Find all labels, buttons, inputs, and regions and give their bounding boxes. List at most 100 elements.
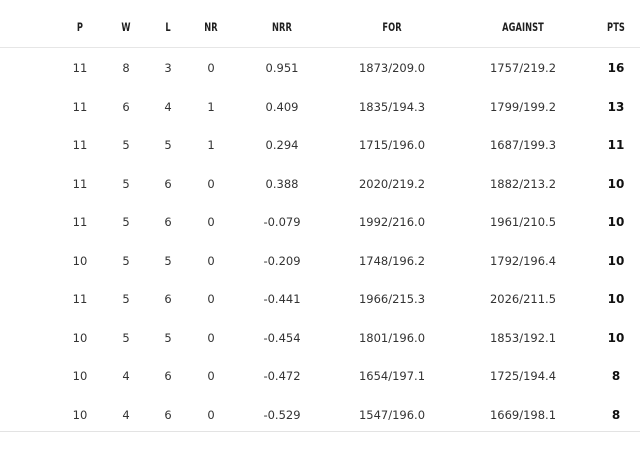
- cell-for: 1715/196.0: [358, 138, 426, 152]
- cell-points: 10: [607, 253, 625, 268]
- cell-no-result: 0: [207, 253, 215, 268]
- table-bottom-divider: [0, 431, 640, 432]
- cell-for: 1873/209.0: [358, 61, 426, 75]
- cell-played: 10: [72, 330, 88, 345]
- cell-played: 10: [72, 407, 88, 422]
- cell-for: 1801/196.0: [358, 330, 426, 345]
- table-row[interactable]: 11 6 4 1 0.409 1835/194.3 1799/199.2 13: [0, 87, 640, 126]
- cell-played: 11: [72, 61, 88, 75]
- cell-for: 2020/219.2: [358, 176, 426, 191]
- cell-against: 1882/213.2: [489, 176, 557, 191]
- cell-net-run-rate: -0.472: [263, 369, 301, 383]
- cell-won: 8: [122, 61, 130, 75]
- header-against[interactable]: AGAINST: [502, 20, 544, 34]
- cell-against: 1757/219.2: [489, 61, 557, 75]
- cell-won: 5: [122, 176, 130, 191]
- cell-won: 5: [122, 138, 130, 152]
- cell-lost: 3: [164, 61, 172, 75]
- table-row[interactable]: 11 5 6 0 -0.079 1992/216.0 1961/210.5 10: [0, 202, 640, 241]
- cell-against: 2026/211.5: [489, 292, 557, 306]
- table-row[interactable]: 10 4 6 0 -0.529 1547/196.0 1669/198.1 8: [0, 395, 640, 434]
- cell-no-result: 0: [207, 61, 215, 75]
- cell-for: 1547/196.0: [358, 407, 426, 422]
- cell-points: 10: [607, 330, 625, 345]
- cell-net-run-rate: -0.079: [263, 215, 301, 229]
- cell-played: 11: [72, 215, 88, 229]
- cell-lost: 6: [164, 176, 172, 191]
- cell-against: 1669/198.1: [489, 407, 557, 422]
- cell-lost: 6: [164, 407, 172, 422]
- cell-points: 13: [607, 99, 625, 114]
- table-row[interactable]: 10 4 6 0 -0.472 1654/197.1 1725/194.4 8: [0, 356, 640, 395]
- cell-won: 5: [122, 253, 130, 268]
- cell-points: 11: [607, 138, 625, 152]
- cell-won: 4: [122, 407, 130, 422]
- cell-played: 11: [72, 138, 88, 152]
- table-row[interactable]: 10 5 5 0 -0.209 1748/196.2 1792/196.4 10: [0, 241, 640, 280]
- cell-lost: 4: [164, 99, 172, 114]
- header-points[interactable]: PTS: [607, 20, 625, 34]
- points-table: P W L NR NRR FOR AGAINST PTS 11 8 3 0 0.…: [0, 0, 640, 434]
- cell-played: 10: [72, 369, 88, 383]
- table-row[interactable]: 11 5 6 0 -0.441 1966/215.3 2026/211.5 10: [0, 279, 640, 318]
- cell-points: 16: [607, 61, 625, 75]
- cell-points: 8: [611, 369, 621, 383]
- cell-points: 10: [607, 176, 625, 191]
- cell-against: 1725/194.4: [489, 369, 557, 383]
- table-row[interactable]: 11 5 6 0 0.388 2020/219.2 1882/213.2 10: [0, 164, 640, 203]
- cell-net-run-rate: -0.454: [263, 330, 301, 345]
- cell-no-result: 1: [207, 138, 215, 152]
- header-net-run-rate[interactable]: NRR: [272, 20, 292, 34]
- cell-played: 11: [72, 176, 88, 191]
- cell-won: 5: [122, 215, 130, 229]
- cell-no-result: 0: [207, 407, 215, 422]
- cell-net-run-rate: 0.409: [265, 99, 299, 114]
- cell-no-result: 0: [207, 215, 215, 229]
- cell-against: 1961/210.5: [489, 215, 557, 229]
- cell-net-run-rate: -0.209: [263, 253, 301, 268]
- cell-for: 1992/216.0: [358, 215, 426, 229]
- cell-played: 10: [72, 253, 88, 268]
- cell-for: 1748/196.2: [358, 253, 426, 268]
- cell-no-result: 0: [207, 330, 215, 345]
- table-row[interactable]: 10 5 5 0 -0.454 1801/196.0 1853/192.1 10: [0, 318, 640, 357]
- cell-net-run-rate: 0.388: [265, 176, 299, 191]
- cell-net-run-rate: -0.441: [263, 292, 301, 306]
- header-for[interactable]: FOR: [382, 20, 402, 34]
- cell-lost: 6: [164, 369, 172, 383]
- cell-won: 5: [122, 292, 130, 306]
- cell-no-result: 0: [207, 176, 215, 191]
- cell-won: 5: [122, 330, 130, 345]
- cell-no-result: 0: [207, 369, 215, 383]
- table-row[interactable]: 11 5 5 1 0.294 1715/196.0 1687/199.3 11: [0, 125, 640, 164]
- cell-played: 11: [72, 99, 88, 114]
- cell-lost: 5: [164, 330, 172, 345]
- cell-lost: 5: [164, 253, 172, 268]
- table-row[interactable]: 11 8 3 0 0.951 1873/209.0 1757/219.2 16: [0, 48, 640, 87]
- cell-points: 8: [611, 407, 621, 422]
- cell-net-run-rate: 0.294: [265, 138, 299, 152]
- cell-net-run-rate: -0.529: [263, 407, 301, 422]
- cell-points: 10: [607, 292, 625, 306]
- cell-lost: 5: [164, 138, 172, 152]
- cell-won: 4: [122, 369, 130, 383]
- header-won[interactable]: W: [121, 20, 131, 34]
- cell-against: 1792/196.4: [489, 253, 557, 268]
- cell-no-result: 0: [207, 292, 215, 306]
- cell-against: 1853/192.1: [489, 330, 557, 345]
- cell-no-result: 1: [207, 99, 215, 114]
- header-played[interactable]: P: [76, 20, 84, 34]
- header-no-result[interactable]: NR: [204, 20, 218, 34]
- cell-against: 1687/199.3: [489, 138, 557, 152]
- cell-for: 1835/194.3: [358, 99, 426, 114]
- cell-won: 6: [122, 99, 130, 114]
- cell-for: 1654/197.1: [358, 369, 426, 383]
- cell-played: 11: [72, 292, 88, 306]
- table-header: P W L NR NRR FOR AGAINST PTS: [0, 0, 640, 48]
- cell-lost: 6: [164, 292, 172, 306]
- cell-points: 10: [607, 215, 625, 229]
- cell-net-run-rate: 0.951: [265, 61, 299, 75]
- header-lost[interactable]: L: [165, 20, 171, 34]
- cell-for: 1966/215.3: [358, 292, 426, 306]
- cell-against: 1799/199.2: [489, 99, 557, 114]
